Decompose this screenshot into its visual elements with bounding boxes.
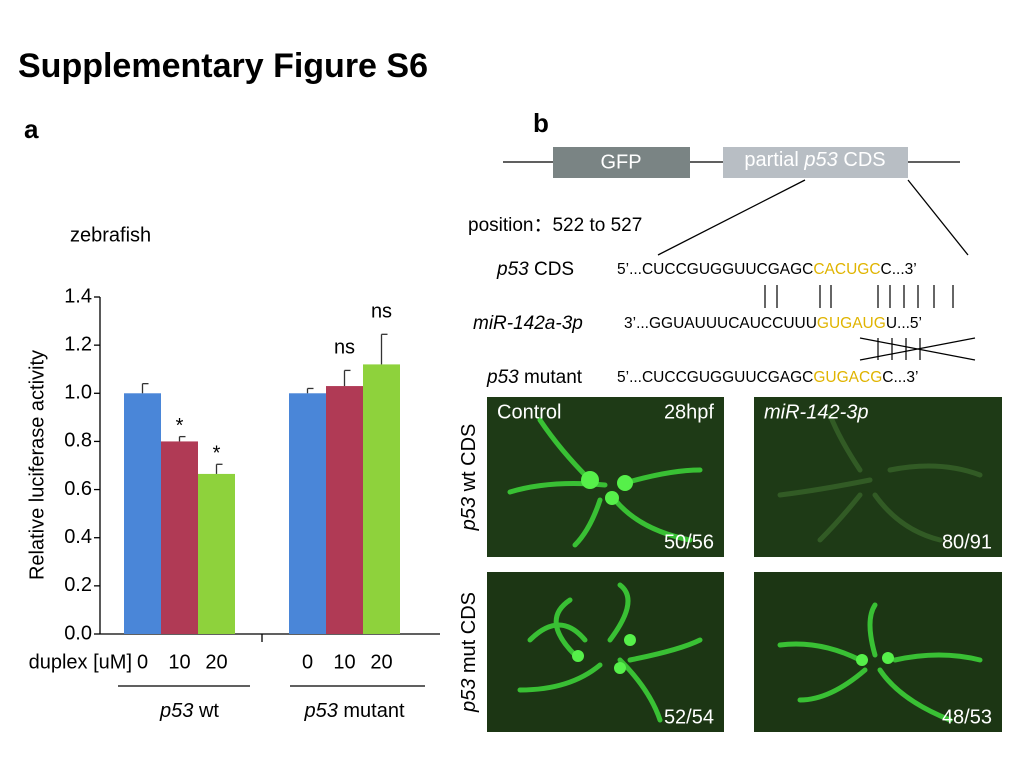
insert-box: [723, 147, 908, 178]
group-label: p53 mutant: [303, 700, 405, 722]
time-label: 28hpf: [664, 401, 714, 423]
bar: [124, 393, 161, 634]
y-tick-label: 0.6: [64, 478, 92, 500]
y-tick-label: 1.0: [64, 382, 92, 404]
y-tick-label: 1.4: [64, 285, 92, 307]
sequence: 5’...CUCCGUGGUUCGAGCGUGACGC...3’: [617, 369, 918, 386]
condition-label: miR-142-3p: [764, 401, 868, 423]
ratio-label: 48/53: [942, 706, 992, 728]
y-tick-label: 0.2: [64, 574, 92, 596]
group-label: p53 wt: [159, 700, 219, 722]
condition-label: Control: [497, 401, 561, 423]
sequence-label: miR-142a-3p: [473, 313, 583, 334]
embryos: [517, 582, 703, 723]
position: position：522 to 527: [468, 215, 642, 236]
sequence: 3’...GGUAUUUCAUCCUUUGUGAUGU...5’: [624, 315, 922, 332]
significance: ns: [371, 301, 392, 323]
sequence-part: C...3’: [882, 369, 918, 386]
significance: *: [176, 415, 184, 437]
y-axis-label: Relative luciferase activity: [26, 350, 48, 580]
x-tick-label: 0: [137, 651, 148, 673]
significance: ns: [334, 337, 355, 359]
embryos: [777, 412, 983, 543]
figure-title: Supplementary Figure S6: [18, 47, 428, 85]
x-tick-label: 10: [168, 651, 190, 673]
construct: GFP partial p53 CDS: [503, 147, 969, 256]
y-tick-label: 0.0: [64, 622, 92, 644]
chart-title: zebrafish: [70, 224, 151, 246]
x-tick-label: 20: [370, 651, 392, 673]
x-tick-label: 20: [205, 651, 227, 673]
ratio-label: 52/54: [664, 706, 714, 728]
y-tick-label: 0.8: [64, 430, 92, 452]
ratio-label: 80/91: [942, 531, 992, 553]
zoom-line: [907, 179, 969, 256]
embryos: [777, 602, 983, 723]
y-tick-label: 0.4: [64, 526, 92, 548]
image-panel: [487, 572, 724, 732]
sequence-part: 5’...CUCCGUGGUUCGAGC: [617, 261, 813, 278]
ratio-label: 50/56: [664, 531, 714, 553]
image-panel: [487, 397, 724, 557]
gfp-label: GFP: [600, 151, 641, 173]
sequence-part: C...3’: [881, 261, 917, 278]
x-tick-label: 0: [302, 651, 313, 673]
insert-label: partial p53 CDS: [744, 149, 885, 171]
x-tick-label: 10: [333, 651, 355, 673]
pairing: [764, 285, 976, 361]
bar: [161, 441, 198, 634]
embryos: [507, 417, 703, 548]
sequence-part: U...5’: [886, 315, 922, 332]
sequence-label: p53 CDS: [496, 259, 574, 280]
sequence: 5’...CUCCGUGGUUCGAGCCACUGCC...3’: [617, 261, 917, 278]
sequence-part: GUGAUG: [817, 315, 886, 332]
panel-letter: b: [533, 108, 549, 138]
image-panel: [754, 397, 1002, 557]
sequence-part: 5’...CUCCGUGGUUCGAGC: [617, 369, 813, 386]
bar: [326, 386, 363, 634]
image-panel: [754, 572, 1002, 732]
zoom-line: [657, 179, 806, 256]
y-tick-label: 1.2: [64, 333, 92, 355]
micrographs: [487, 397, 1002, 732]
x-axis-label: duplex [uM]: [29, 651, 132, 673]
significance: *: [213, 443, 221, 465]
bar: [363, 364, 400, 634]
sequence-label: p53 mutant: [486, 367, 583, 388]
row-label: p53 wt CDS: [458, 424, 480, 532]
bar: [198, 473, 235, 634]
sequence-part: 3’...GGUAUUUCAUCCUUU: [624, 315, 817, 332]
sequence-part: CACUGC: [813, 261, 880, 278]
panel-letter: a: [24, 114, 39, 144]
bar: [289, 393, 326, 634]
gfp-box: [553, 147, 690, 178]
sequence-part: GUGACG: [813, 369, 882, 386]
row-label: p53 mut CDS: [458, 592, 480, 713]
